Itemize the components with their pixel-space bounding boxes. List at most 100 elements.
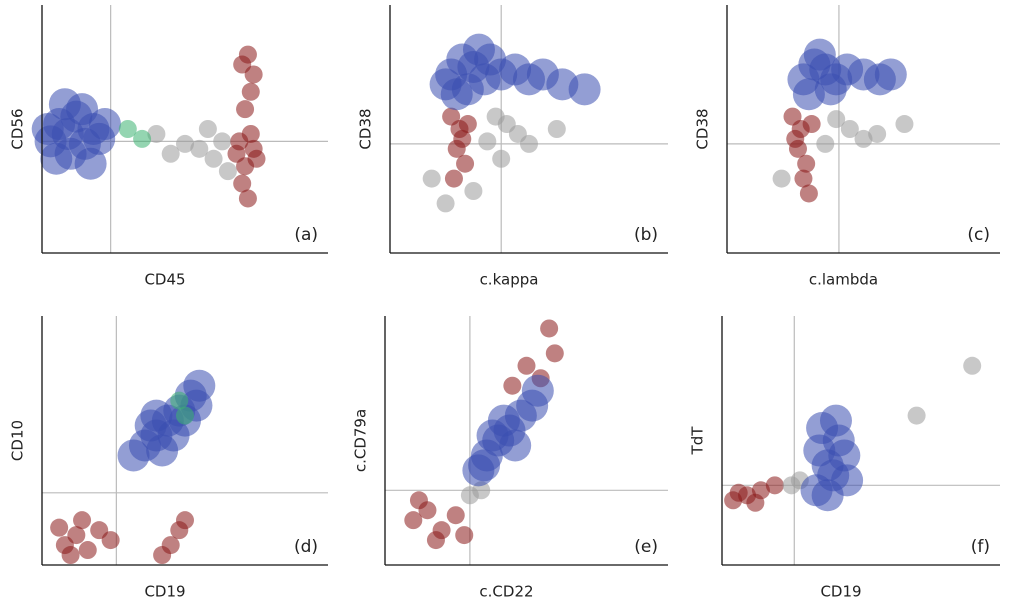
point	[446, 506, 465, 525]
point	[547, 120, 566, 138]
point	[803, 38, 836, 71]
point	[729, 483, 748, 502]
point	[247, 149, 266, 168]
point	[840, 120, 859, 138]
point	[233, 174, 252, 193]
point	[765, 476, 784, 495]
point	[404, 511, 423, 530]
point	[444, 169, 463, 188]
point	[802, 115, 821, 134]
point	[487, 404, 520, 437]
y-axis-label: CD38	[357, 108, 375, 149]
x-axis-label: c.kappa	[480, 271, 539, 289]
point	[48, 88, 81, 121]
point	[176, 134, 194, 153]
point	[478, 132, 497, 151]
point	[854, 129, 873, 148]
point	[816, 134, 835, 153]
point	[118, 120, 137, 138]
point	[176, 511, 194, 530]
panel-label: (d)	[294, 537, 318, 557]
point	[198, 120, 217, 138]
point	[153, 546, 172, 565]
point	[827, 110, 846, 129]
point	[468, 449, 501, 482]
point	[455, 526, 474, 545]
y-axis-label: c.CD79a	[352, 409, 370, 472]
point	[140, 399, 173, 432]
point	[814, 73, 847, 106]
point	[238, 189, 257, 208]
x-axis-label: c.lambda	[809, 271, 878, 289]
point	[462, 33, 495, 66]
panel-label: (f)	[971, 537, 990, 557]
panel-label: (e)	[634, 537, 658, 557]
point	[31, 113, 64, 145]
point	[230, 132, 249, 151]
point	[422, 169, 441, 188]
point	[545, 344, 564, 363]
point	[828, 439, 861, 472]
point	[503, 376, 522, 395]
point	[797, 154, 816, 173]
point	[746, 493, 765, 512]
point	[426, 531, 445, 550]
point	[101, 531, 120, 550]
point	[453, 129, 472, 148]
y-axis-label: TdT	[689, 426, 707, 456]
point	[161, 144, 180, 163]
point	[963, 356, 982, 375]
point	[88, 108, 121, 141]
point	[794, 169, 813, 188]
point	[819, 404, 852, 437]
point	[238, 45, 257, 64]
point	[520, 134, 538, 153]
point	[176, 406, 194, 425]
point	[78, 541, 97, 560]
point	[146, 434, 179, 467]
panel-label: (a)	[294, 225, 318, 245]
point	[73, 511, 92, 530]
point	[895, 115, 914, 134]
point	[464, 182, 483, 200]
point	[190, 139, 209, 158]
point	[74, 147, 107, 180]
y-axis-label: CD56	[9, 108, 27, 149]
point	[868, 124, 887, 143]
x-axis-label: CD45	[144, 271, 185, 289]
point	[50, 518, 69, 537]
point	[218, 162, 237, 181]
point	[517, 356, 536, 375]
point	[799, 184, 818, 203]
point	[241, 82, 260, 101]
point	[236, 100, 255, 119]
point	[170, 391, 189, 410]
point	[409, 491, 428, 510]
point	[521, 374, 554, 407]
point	[67, 526, 86, 545]
point	[61, 546, 80, 565]
point	[204, 149, 223, 168]
point	[436, 194, 455, 213]
point	[492, 149, 511, 168]
point	[244, 65, 263, 84]
point	[540, 319, 559, 338]
point	[831, 464, 864, 497]
point	[568, 73, 601, 106]
panel-label: (b)	[634, 225, 658, 245]
point	[213, 132, 232, 151]
point	[786, 129, 805, 148]
x-axis-label: CD19	[820, 583, 861, 601]
y-axis-label: CD38	[694, 108, 712, 149]
point	[133, 129, 152, 148]
y-axis-label: CD10	[9, 420, 27, 461]
point	[907, 406, 926, 425]
panel-label: (c)	[967, 225, 990, 245]
x-axis-label: c.CD22	[479, 583, 533, 601]
point	[874, 58, 907, 91]
point	[147, 124, 166, 143]
point	[456, 154, 475, 173]
point	[458, 115, 477, 134]
point	[803, 434, 836, 467]
